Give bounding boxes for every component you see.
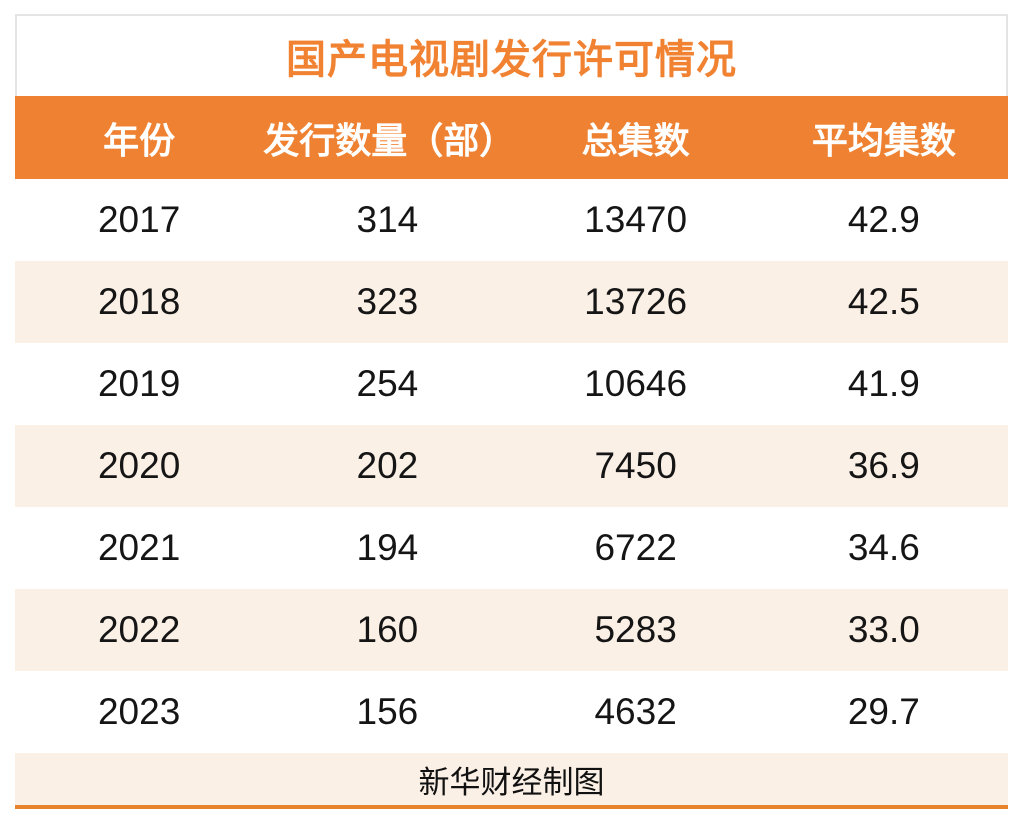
table-header: 年份 发行数量（部） 总集数 平均集数 [15, 96, 1008, 179]
table-cell: 6722 [511, 507, 760, 589]
table-cell: 41.9 [759, 343, 1008, 425]
table-cell: 202 [263, 425, 512, 507]
table-cell: 2019 [15, 343, 264, 425]
table-cell: 29.7 [759, 671, 1008, 753]
table-cell: 314 [263, 179, 512, 261]
table-body: 2017 314 13470 42.9 2018 323 13726 42.5 2019 254 1… [15, 179, 1008, 753]
table-cell: 2022 [15, 589, 264, 671]
table-cell: 36.9 [759, 425, 1008, 507]
table-cell: 13726 [511, 261, 760, 343]
table-cell: 42.5 [759, 261, 1008, 343]
table-row: 2020 202 7450 36.9 [15, 425, 1008, 507]
source-note-bar: 新华财经制图 [15, 753, 1008, 809]
table-cell: 33.0 [759, 589, 1008, 671]
table-cell: 5283 [511, 589, 760, 671]
table-cell: 160 [263, 589, 512, 671]
table-cell: 254 [263, 343, 512, 425]
table-cell: 7450 [511, 425, 760, 507]
table-cell: 10646 [511, 343, 760, 425]
table-cell: 34.6 [759, 507, 1008, 589]
table-cell: 323 [263, 261, 512, 343]
table-cell: 4632 [511, 671, 760, 753]
table-row: 2023 156 4632 29.7 [15, 671, 1008, 753]
data-table: 年份 发行数量（部） 总集数 平均集数 2017 314 13470 42.9 2018… [15, 96, 1008, 753]
header-cell-issued-count: 发行数量（部） [263, 96, 515, 179]
table-cell: 156 [263, 671, 512, 753]
header-row: 年份 发行数量（部） 总集数 平均集数 [15, 96, 1008, 179]
source-note-text: 新华财经制图 [418, 764, 605, 800]
header-cell-average-episodes: 平均集数 [759, 96, 1008, 179]
table-row: 2017 314 13470 42.9 [15, 179, 1008, 261]
table-cell: 194 [263, 507, 512, 589]
table-cell: 2023 [15, 671, 264, 753]
page-title: 国产电视剧发行许可情况 [286, 38, 737, 82]
table-cell: 42.9 [759, 179, 1008, 261]
header-cell-year: 年份 [15, 96, 264, 179]
table-card: 国产电视剧发行许可情况 年份 发行数量（部） 总集数 平均集数 2017 314 1… [15, 14, 1008, 809]
header-cell-total-episodes: 总集数 [511, 96, 760, 179]
table-cell: 2020 [15, 425, 264, 507]
table-row: 2022 160 5283 33.0 [15, 589, 1008, 671]
title-block: 国产电视剧发行许可情况 [15, 14, 1008, 96]
table-cell: 2017 [15, 179, 264, 261]
table-row: 2019 254 10646 41.9 [15, 343, 1008, 425]
table-cell: 13470 [511, 179, 760, 261]
table-row: 2021 194 6722 34.6 [15, 507, 1008, 589]
table-cell: 2021 [15, 507, 264, 589]
table-row: 2018 323 13726 42.5 [15, 261, 1008, 343]
table-cell: 2018 [15, 261, 264, 343]
